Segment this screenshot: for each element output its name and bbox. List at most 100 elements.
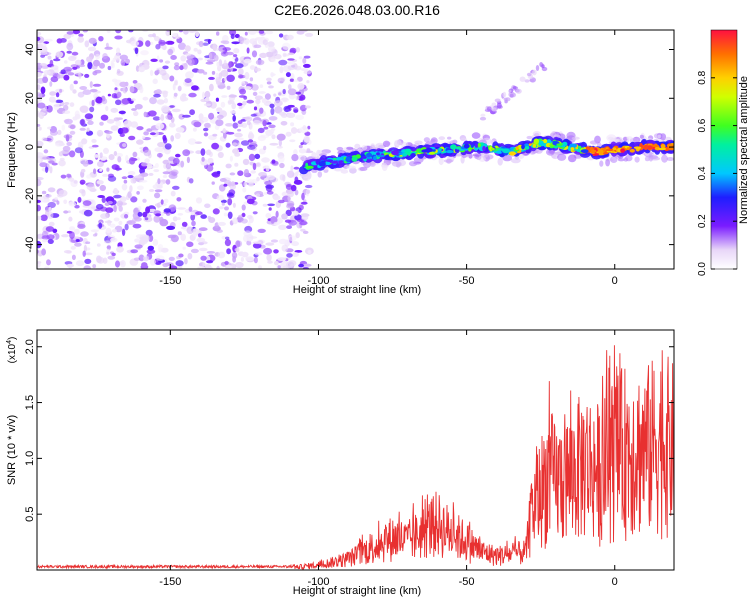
noise-blob	[266, 81, 272, 85]
noise-blob	[214, 124, 220, 130]
noise-blob	[204, 97, 210, 102]
ridge-halo-blob	[610, 156, 618, 164]
ridge-core-blob	[402, 152, 408, 157]
noise-blob	[64, 60, 68, 64]
noise-blob	[191, 85, 199, 91]
noise-blob	[172, 157, 180, 165]
noise-blob	[259, 107, 264, 114]
noise-blob	[105, 207, 114, 213]
noise-blob	[124, 214, 129, 219]
noise-blob	[143, 111, 147, 118]
noise-blob	[278, 92, 282, 96]
noise-blob	[182, 114, 191, 118]
noise-blob	[63, 210, 69, 214]
noise-blob	[304, 131, 311, 137]
noise-blob	[200, 214, 207, 219]
noise-blob	[165, 163, 172, 170]
ridge-core-blob	[325, 161, 331, 166]
noise-blob	[133, 110, 139, 117]
noise-blob	[153, 215, 161, 223]
noise-blob	[248, 153, 256, 161]
noise-blob	[249, 161, 254, 166]
noise-blob	[82, 250, 86, 257]
noise-blob	[230, 110, 237, 114]
noise-blob	[298, 148, 307, 154]
noise-blob	[92, 71, 98, 76]
noise-blob	[162, 171, 170, 175]
branch-blob	[519, 76, 526, 82]
noise-blob	[64, 118, 73, 125]
ridge-core-blob	[545, 142, 551, 148]
noise-blob	[163, 98, 168, 104]
noise-blob	[41, 235, 50, 240]
noise-blob	[53, 103, 60, 111]
noise-blob	[74, 147, 83, 154]
noise-blob	[267, 45, 276, 53]
noise-blob	[142, 211, 148, 218]
noise-blob	[154, 189, 163, 193]
noise-blob	[234, 132, 243, 138]
ridge-halo-blob	[617, 158, 625, 162]
x-tick-label: -150	[159, 576, 181, 588]
noise-blob	[119, 81, 128, 88]
noise-blob	[183, 62, 188, 70]
noise-blob	[282, 42, 291, 50]
noise-blob	[154, 163, 159, 168]
noise-blob	[155, 43, 161, 50]
noise-blob	[293, 79, 299, 83]
noise-blob	[166, 30, 170, 33]
noise-blob	[279, 162, 285, 169]
noise-blob	[221, 202, 225, 206]
noise-blob	[293, 166, 300, 170]
noise-blob	[140, 172, 149, 177]
noise-blob	[235, 240, 241, 248]
noise-blob	[121, 176, 128, 180]
ridge-core-blob	[629, 149, 635, 153]
ridge-core-blob	[410, 153, 416, 158]
noise-blob	[127, 191, 132, 199]
noise-blob	[91, 65, 98, 70]
noise-blob	[286, 203, 294, 209]
noise-blob	[127, 171, 136, 176]
x-tick-label: -100	[307, 576, 329, 588]
noise-blob	[183, 30, 189, 35]
noise-blob	[134, 103, 143, 110]
noise-blob	[40, 63, 47, 66]
noise-blob	[278, 33, 284, 38]
noise-blob	[121, 183, 128, 191]
ridge-core-blob	[404, 148, 412, 153]
ridge-halo-blob	[361, 144, 368, 151]
noise-blob	[203, 103, 211, 107]
noise-blob	[114, 35, 123, 40]
noise-blob	[190, 248, 199, 254]
noise-blob	[215, 72, 219, 80]
ridge-core-blob	[591, 149, 597, 153]
noise-blob	[131, 108, 137, 111]
noise-blob	[201, 156, 205, 162]
noise-blob	[235, 137, 244, 141]
noise-blob	[113, 194, 122, 199]
ridge-halo-blob	[650, 156, 661, 161]
noise-blob	[290, 127, 298, 134]
noise-blob	[104, 130, 113, 134]
noise-blob	[177, 231, 182, 236]
noise-blob	[73, 80, 78, 85]
ridge-halo-blob	[546, 148, 555, 156]
noise-blob	[212, 208, 220, 215]
noise-blob	[109, 223, 116, 228]
noise-blob	[57, 129, 62, 135]
ridge-halo-blob	[471, 132, 481, 139]
noise-blob	[295, 95, 300, 101]
noise-blob	[217, 221, 226, 226]
noise-blob	[182, 149, 191, 157]
noise-blob	[256, 176, 260, 182]
noise-blob	[63, 33, 72, 39]
noise-blob	[122, 143, 127, 148]
noise-blob	[280, 121, 288, 126]
noise-blob	[232, 115, 236, 122]
noise-blob	[136, 157, 140, 161]
noise-blob	[147, 110, 157, 117]
noise-blob	[225, 123, 234, 127]
noise-blob	[195, 197, 203, 204]
ridge-core-blob	[325, 159, 334, 163]
